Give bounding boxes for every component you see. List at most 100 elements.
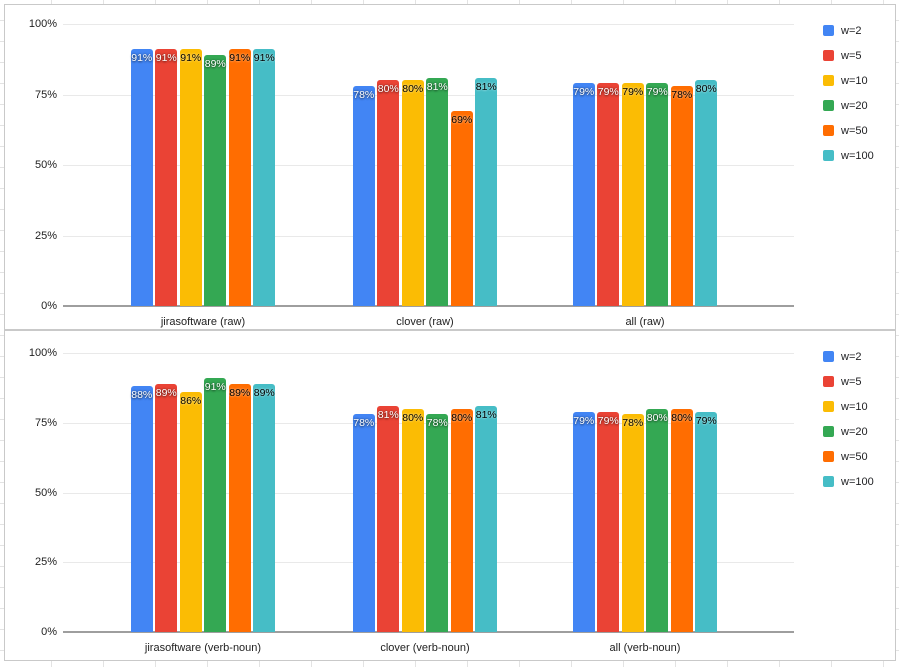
bar[interactable]: [155, 383, 178, 632]
bar[interactable]: [130, 386, 153, 632]
bar[interactable]: [695, 411, 718, 632]
y-axis-tick-label: 25%: [34, 229, 57, 242]
bar-value-label: 88%: [131, 389, 153, 402]
bar[interactable]: [155, 49, 178, 306]
bar[interactable]: [572, 83, 595, 306]
bar[interactable]: [426, 77, 449, 306]
bar-value-label: 91%: [204, 381, 226, 394]
bar[interactable]: [253, 49, 276, 306]
bar[interactable]: [228, 49, 251, 306]
legend-item[interactable]: w=5: [823, 49, 862, 62]
bar-value-label: 81%: [426, 80, 448, 93]
bar-value-label: 79%: [597, 414, 619, 427]
bar-value-label: 78%: [671, 89, 693, 102]
bar[interactable]: [475, 77, 498, 306]
bar-value-label: 89%: [253, 386, 275, 399]
bar-value-label: 78%: [353, 417, 375, 430]
bar[interactable]: [670, 408, 693, 632]
legend-label: w=50: [841, 124, 868, 137]
x-axis-line: [63, 631, 794, 633]
legend-label: w=10: [841, 74, 868, 87]
y-axis-tick-label: 100%: [28, 18, 57, 30]
category-label: all (raw): [625, 316, 665, 328]
bar[interactable]: [621, 83, 644, 306]
bar-value-label: 69%: [451, 114, 473, 127]
category-label: jirasoftware (raw): [160, 316, 246, 328]
bar[interactable]: [204, 378, 227, 632]
bar[interactable]: [179, 392, 202, 632]
legend-label: w=2: [841, 24, 862, 37]
bar-value-label: 79%: [597, 86, 619, 99]
y-gridline: [63, 353, 794, 354]
y-axis-tick-label: 0%: [41, 300, 57, 312]
bar[interactable]: [377, 80, 400, 306]
y-axis-tick-label: 50%: [34, 486, 57, 499]
legend-swatch-icon: [823, 451, 834, 462]
bar-value-label: 80%: [377, 83, 399, 96]
bar[interactable]: [450, 408, 473, 632]
bar[interactable]: [646, 83, 669, 306]
bar[interactable]: [450, 111, 473, 306]
bar[interactable]: [228, 383, 251, 632]
bar-value-label: 79%: [695, 414, 717, 427]
category-label: clover (raw): [396, 316, 454, 328]
bar-value-label: 80%: [695, 83, 717, 96]
bar-value-label: 89%: [229, 386, 251, 399]
chart-panel-verb-noun[interactable]: 0% 25% 50% 75% 100% 88% 89% 86% 91% 89% 89% jirasof…: [4, 330, 896, 661]
legend-item[interactable]: w=100: [823, 149, 874, 162]
bar-value-label: 91%: [229, 52, 251, 65]
bar[interactable]: [401, 80, 424, 306]
bar[interactable]: [179, 49, 202, 306]
legend-swatch-icon: [823, 100, 834, 111]
bar[interactable]: [253, 383, 276, 632]
legend-item[interactable]: w=20: [823, 99, 868, 112]
legend-item[interactable]: w=50: [823, 124, 868, 137]
bar[interactable]: [597, 411, 620, 632]
bar-value-label: 79%: [622, 86, 644, 99]
bar[interactable]: [572, 411, 595, 632]
bar-value-label: 78%: [426, 417, 448, 430]
bar[interactable]: [204, 55, 227, 306]
bar[interactable]: [475, 406, 498, 632]
bar[interactable]: [352, 414, 375, 632]
legend-item[interactable]: w=100: [823, 475, 874, 488]
legend-item[interactable]: w=5: [823, 375, 862, 388]
bar[interactable]: [670, 86, 693, 306]
bar[interactable]: [377, 406, 400, 632]
legend-item[interactable]: w=10: [823, 400, 868, 413]
legend-item[interactable]: w=50: [823, 450, 868, 463]
legend-swatch-icon: [823, 426, 834, 437]
y-axis-tick-label: 75%: [34, 88, 57, 101]
legend-item[interactable]: w=2: [823, 350, 862, 363]
bar-value-label: 81%: [475, 80, 497, 93]
legend-item[interactable]: w=10: [823, 74, 868, 87]
bar[interactable]: [352, 86, 375, 306]
bar-value-label: 89%: [155, 386, 177, 399]
y-axis-tick-label: 25%: [34, 556, 57, 569]
bar[interactable]: [401, 408, 424, 632]
x-axis-line: [63, 305, 794, 307]
legend-label: w=5: [841, 375, 862, 388]
bar[interactable]: [130, 49, 153, 306]
legend-swatch-icon: [823, 125, 834, 136]
legend-swatch-icon: [823, 476, 834, 487]
bar-value-label: 80%: [402, 83, 424, 96]
y-axis-tick-label: 75%: [34, 416, 57, 429]
bar[interactable]: [695, 80, 718, 306]
legend-swatch-icon: [823, 150, 834, 161]
bar[interactable]: [646, 408, 669, 632]
bar[interactable]: [621, 414, 644, 632]
legend-label: w=20: [841, 425, 868, 438]
bar-value-label: 80%: [402, 411, 424, 424]
bar[interactable]: [597, 83, 620, 306]
chart-panel-raw[interactable]: 0% 25% 50% 75% 100% 91% 91% 91% 89% 91% 91% jirasof…: [4, 4, 896, 330]
bar-value-label: 86%: [180, 395, 202, 408]
y-axis-tick-label: 100%: [28, 347, 57, 359]
bar-value-label: 91%: [131, 52, 153, 65]
category-label: clover (verb-noun): [380, 642, 470, 654]
bar-value-label: 79%: [573, 86, 595, 99]
bar[interactable]: [426, 414, 449, 632]
legend-item[interactable]: w=2: [823, 24, 862, 37]
legend-item[interactable]: w=20: [823, 425, 868, 438]
